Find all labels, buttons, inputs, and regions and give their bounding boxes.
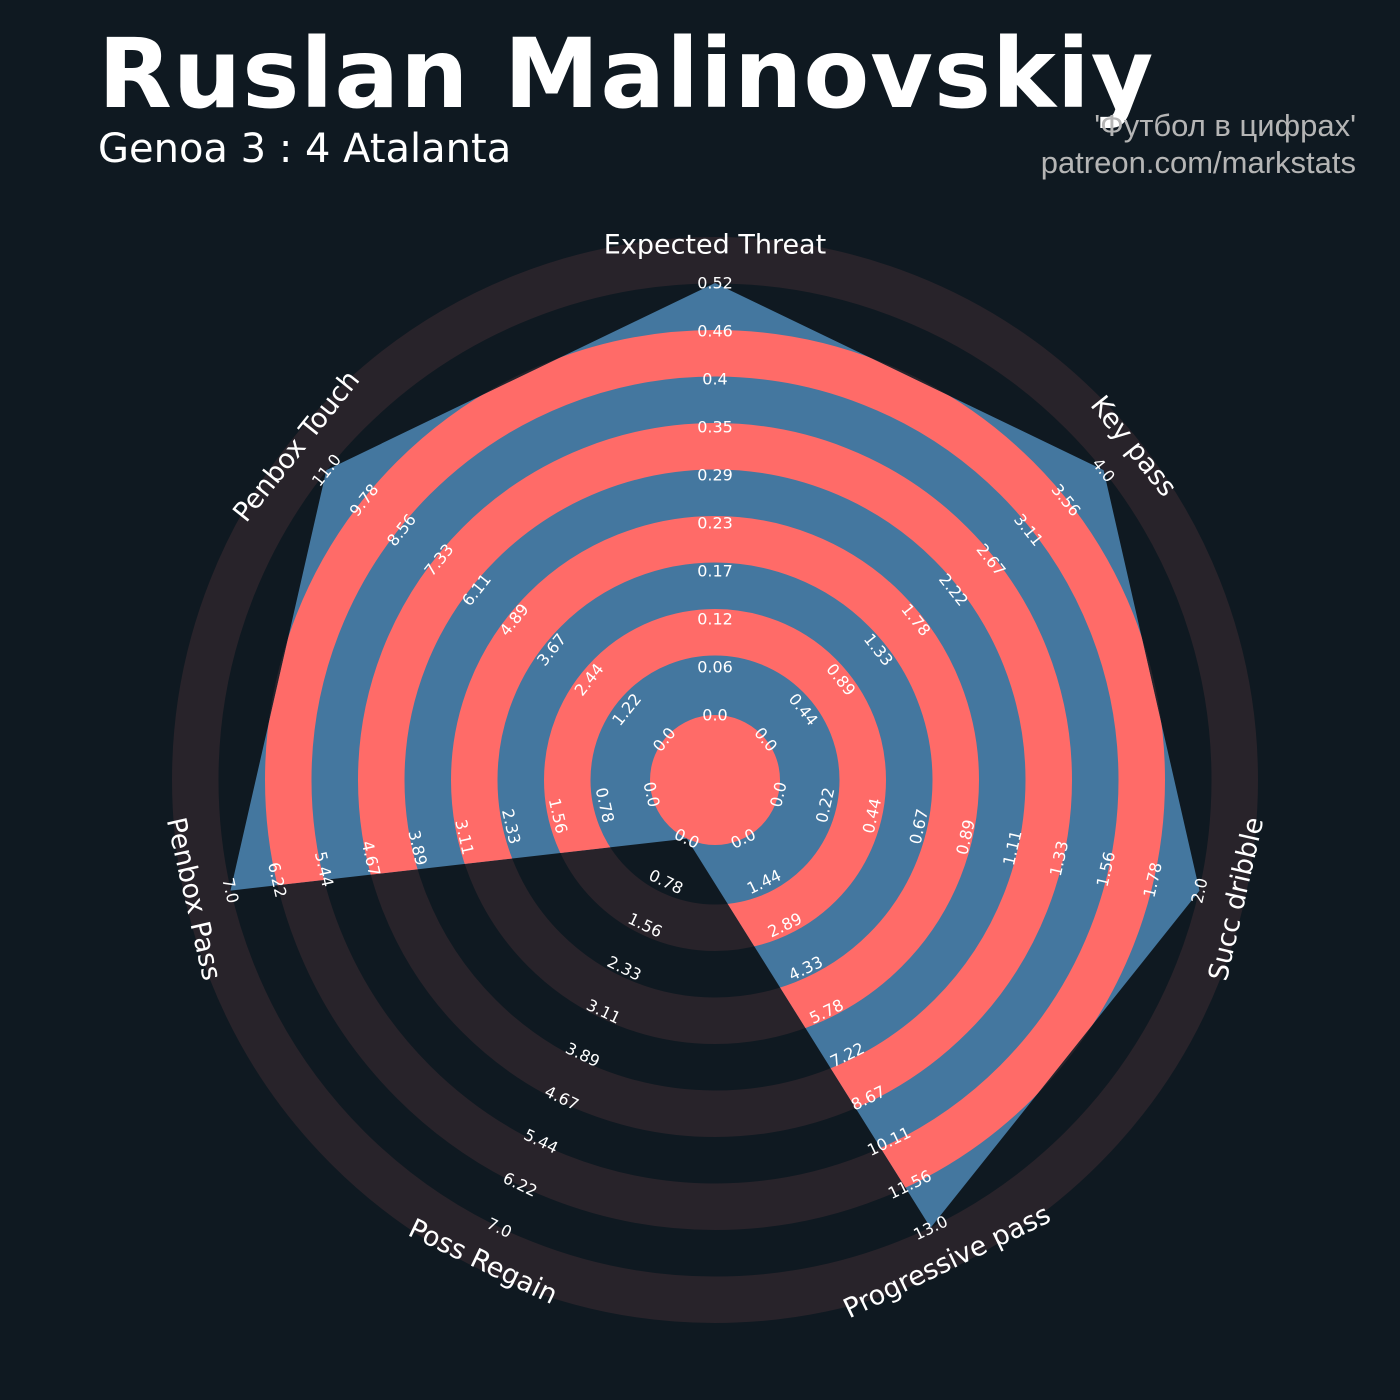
ring-tick-label: 0.23 [697, 514, 733, 533]
match-subtitle: Genoa 3 : 4 Atalanta [98, 126, 512, 172]
ring-tick-label: 0.29 [697, 466, 733, 485]
ring-tick-label: 0.46 [697, 322, 733, 341]
ring-tick-label: 0.52 [697, 274, 733, 293]
credit-line-1: 'Футбол в цифрах' [1094, 108, 1356, 143]
ring-tick-label: 0.12 [697, 610, 733, 629]
background-ring [172, 237, 1258, 1323]
ring-tick-label: 0.35 [697, 418, 733, 437]
ring-tick-label: 0.0 [702, 706, 727, 725]
parameter-label: Expected Threat [604, 230, 826, 261]
ring-tick-label: 0.4 [702, 370, 727, 389]
center-disc [650, 715, 780, 845]
page-title: Ruslan Malinovskiy [98, 18, 1155, 130]
ring-tick-label: 0.17 [697, 562, 733, 581]
credit-line-2: patreon.com/markstats [1040, 145, 1356, 180]
ring-tick-label: 0.06 [697, 658, 733, 677]
